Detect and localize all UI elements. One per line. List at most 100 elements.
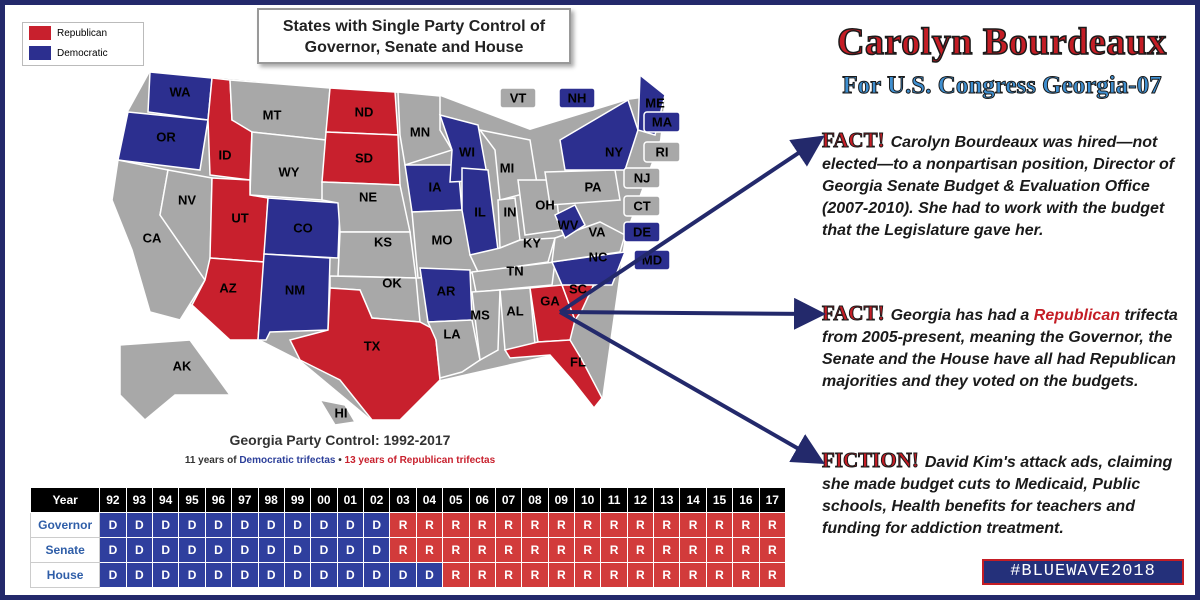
fact-2-highlight: Republican [1033,307,1120,324]
cell-governor-15: R [705,512,734,538]
cell-house-97: D [231,562,259,588]
cell-governor-97: D [231,512,259,538]
cell-senate-93: D [125,537,154,563]
cell-house-06: R [468,562,496,588]
state-la [426,319,481,379]
cell-house-12: R [626,562,655,588]
map-legend: Republican Democratic [22,22,144,66]
year-94: 94 [151,487,180,513]
cell-senate-08: R [521,537,549,563]
state-label-ok: OK [382,276,402,291]
year-12: 12 [626,487,655,513]
cell-governor-11: R [600,512,628,538]
year-13: 13 [653,487,681,513]
cell-house-96: D [204,562,233,588]
state-label-id: ID [219,148,232,163]
state-label-in: IN [504,205,517,220]
fact-2-post: trifecta from 2005-present, meaning the … [822,307,1178,390]
cell-senate-09: R [547,537,576,563]
cell-senate-17: R [758,537,787,563]
year-95: 95 [178,487,206,513]
state-nm [257,253,331,341]
cell-house-92: D [99,562,127,588]
cell-senate-04: R [415,537,444,563]
row-label-house: House [29,562,101,588]
state-label-wy: WY [279,165,300,180]
fact-1-text: Carolyn Bourdeaux was hired—not elected—… [822,134,1175,239]
year-96: 96 [204,487,233,513]
cell-house-14: R [679,562,707,588]
state-label-ne: NE [359,190,377,205]
cell-house-93: D [125,562,154,588]
legend-democratic: Democratic [23,43,143,63]
state-tx [288,287,441,421]
fiction-tag: FICTION! [822,448,920,472]
cell-senate-15: R [705,537,734,563]
cell-house-09: R [547,562,576,588]
cell-governor-99: D [283,512,312,538]
legend-republican-label: Republican [57,27,108,39]
cell-house-08: R [521,562,549,588]
state-label-ak: AK [173,359,192,374]
cell-governor-10: R [573,512,602,538]
state-hi [318,398,357,426]
state-ms [471,289,501,362]
state-label-az: AZ [219,281,236,296]
candidate-subtitle: For U.S. Congress Georgia-07 [842,72,1162,100]
callout-label-md: MD [642,253,662,268]
state-ak [119,339,232,422]
callout-box-vt [499,87,537,109]
state-label-tn: TN [506,264,523,279]
cell-governor-09: R [547,512,576,538]
year-16: 16 [732,487,760,513]
cell-house-00: D [310,562,338,588]
cell-senate-12: R [626,537,655,563]
cell-governor-96: D [204,512,233,538]
cell-house-03: D [389,562,417,588]
cell-senate-03: R [389,537,417,563]
cell-governor-16: R [732,512,760,538]
state-label-nd: ND [355,105,374,120]
year-14: 14 [679,487,707,513]
state-label-hi: HI [335,406,348,421]
state-label-wi: WI [459,145,475,160]
year-05: 05 [442,487,470,513]
cell-governor-14: R [679,512,707,538]
state-label-la: LA [443,327,461,342]
cell-governor-01: D [336,512,365,538]
callout-label-ct: CT [633,199,650,214]
cell-senate-10: R [573,537,602,563]
candidate-name: Carolyn Bourdeaux [836,20,1167,64]
trifecta-table: Year 92 93 94 95 96 97 98 99 00 01 02 03 04 05 06 07 08 09… [29,487,787,588]
cell-senate-02: D [362,537,391,563]
cell-governor-17: R [758,512,787,538]
fiction-text: David Kim's attack ads, claiming she mad… [822,454,1173,537]
state-label-ky: KY [523,236,541,251]
cell-house-16: R [732,562,760,588]
state-label-il: IL [474,205,486,220]
cell-senate-92: D [99,537,127,563]
year-98: 98 [257,487,285,513]
cell-house-94: D [151,562,180,588]
state-label-nc: NC [589,250,608,265]
cell-house-13: R [653,562,681,588]
cell-senate-06: R [468,537,496,563]
legend-republican: Republican [23,23,143,43]
fact-1: FACT! Carolyn Bourdeaux was hired—not ele… [822,129,1190,242]
year-11: 11 [600,487,628,513]
map-title-line1: States with Single Party Control of [282,18,546,35]
cell-senate-05: R [442,537,470,563]
cell-governor-92: D [99,512,127,538]
cell-house-99: D [283,562,312,588]
cell-senate-97: D [231,537,259,563]
state-label-sc: SC [569,282,588,297]
cell-senate-16: R [732,537,760,563]
state-label-ca: CA [143,231,162,246]
control-subtitle: 11 years of Democratic trifectas • 13 ye… [130,455,550,466]
state-label-co: CO [293,221,313,236]
control-title: Georgia Party Control: 1992-2017 [229,432,451,448]
state-label-pa: PA [584,180,602,195]
year-97: 97 [231,487,259,513]
cell-house-07: R [494,562,523,588]
callout-label-nj: NJ [634,171,651,186]
